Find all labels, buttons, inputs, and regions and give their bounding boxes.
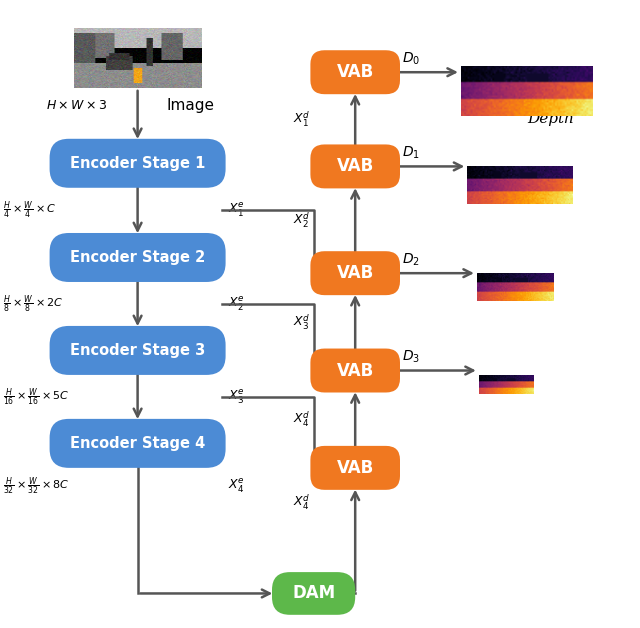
FancyBboxPatch shape [50, 326, 226, 375]
Text: VAB: VAB [337, 63, 374, 81]
Text: Depth: Depth [527, 112, 574, 126]
Text: Encoder Stage 4: Encoder Stage 4 [70, 436, 205, 451]
Text: $X_3^d$: $X_3^d$ [293, 312, 310, 332]
Text: $X_4^d$: $X_4^d$ [293, 493, 310, 512]
FancyBboxPatch shape [310, 349, 400, 392]
FancyBboxPatch shape [50, 419, 226, 468]
Text: $H \times W \times 3$: $H \times W \times 3$ [46, 99, 108, 112]
Text: $D_3$: $D_3$ [402, 349, 420, 365]
Text: $D_1$: $D_1$ [402, 144, 420, 161]
Text: Encoder Stage 3: Encoder Stage 3 [70, 343, 205, 358]
Text: $X_3^e$: $X_3^e$ [228, 388, 244, 406]
Text: $\frac{H}{8} \times \frac{W}{8} \times 2C$: $\frac{H}{8} \times \frac{W}{8} \times 2… [3, 293, 63, 315]
FancyBboxPatch shape [310, 144, 400, 188]
Text: VAB: VAB [337, 459, 374, 477]
Text: $X_1^d$: $X_1^d$ [293, 110, 310, 129]
Text: VAB: VAB [337, 362, 374, 379]
Text: Image: Image [166, 98, 214, 113]
Text: VAB: VAB [337, 264, 374, 282]
Text: VAB: VAB [337, 158, 374, 175]
FancyBboxPatch shape [272, 572, 355, 615]
Text: $\frac{H}{4} \times \frac{W}{4} \times C$: $\frac{H}{4} \times \frac{W}{4} \times C… [3, 200, 56, 221]
FancyBboxPatch shape [310, 251, 400, 295]
Text: $X_1^e$: $X_1^e$ [228, 202, 244, 219]
Text: Encoder Stage 2: Encoder Stage 2 [70, 250, 205, 265]
Text: $X_4^e$: $X_4^e$ [228, 477, 244, 495]
FancyBboxPatch shape [50, 233, 226, 282]
Text: $D_2$: $D_2$ [402, 251, 420, 268]
Text: $X_2^e$: $X_2^e$ [228, 295, 244, 313]
Text: $\frac{H}{32} \times \frac{W}{32} \times 8C$: $\frac{H}{32} \times \frac{W}{32} \times… [3, 475, 70, 497]
Text: Encoder Stage 1: Encoder Stage 1 [70, 156, 205, 171]
Text: DAM: DAM [292, 585, 335, 602]
FancyBboxPatch shape [310, 446, 400, 490]
Text: $D_0$: $D_0$ [402, 50, 420, 67]
Text: $\frac{H}{16} \times \frac{W}{16} \times 5C$: $\frac{H}{16} \times \frac{W}{16} \times… [3, 386, 70, 408]
FancyBboxPatch shape [310, 50, 400, 94]
Text: $X_4^d$: $X_4^d$ [293, 409, 310, 429]
Text: $X_2^d$: $X_2^d$ [293, 210, 310, 229]
FancyBboxPatch shape [50, 139, 226, 188]
